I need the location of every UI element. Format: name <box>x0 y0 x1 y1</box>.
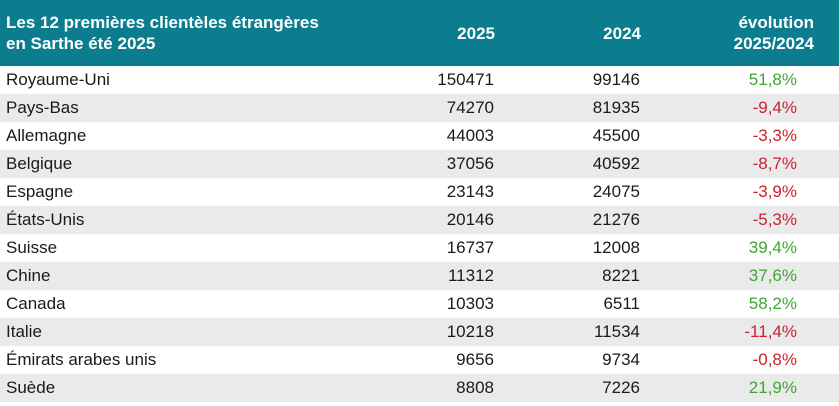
evolution-header-line1: évolution <box>738 13 814 32</box>
value-2025-cell: 11312 <box>447 266 494 285</box>
evolution-header-line2: 2025/2024 <box>733 34 814 53</box>
evolution-cell: -5,3% <box>752 210 797 229</box>
evolution-cell: 58,2% <box>748 294 797 313</box>
table-row: Chine 11312 8221 37,6% <box>0 262 839 290</box>
table-row: Canada 10303 6511 58,2% <box>0 290 839 318</box>
table-row: États-Unis 20146 21276 -5,3% <box>0 206 839 234</box>
value-2024-cell: 81935 <box>592 98 640 117</box>
value-2024-cell: 45500 <box>592 126 640 145</box>
evolution-cell: -11,4% <box>744 322 797 341</box>
country-cell: Émirats arabes unis <box>6 350 157 369</box>
header-row: Les 12 premières clientèles étrangères e… <box>0 0 839 66</box>
country-cell: Belgique <box>6 154 73 173</box>
value-2025-cell: 16737 <box>446 238 494 257</box>
evolution-cell: 39,4% <box>748 238 797 257</box>
value-2025-cell: 37056 <box>446 154 494 173</box>
country-cell: Espagne <box>6 182 74 201</box>
value-2025-cell: 9656 <box>456 350 494 369</box>
value-2025-cell: 44003 <box>446 126 494 145</box>
table-row: Allemagne 44003 45500 -3,3% <box>0 122 839 150</box>
evolution-cell: -9,4% <box>752 98 797 117</box>
value-2025-cell: 8808 <box>456 378 494 397</box>
value-2025-cell: 10303 <box>446 294 494 313</box>
evolution-cell: -3,9% <box>752 182 797 201</box>
table-row: Belgique 37056 40592 -8,7% <box>0 150 839 178</box>
table-row: Émirats arabes unis 9656 9734 -0,8% <box>0 346 839 374</box>
value-2024-cell: 9734 <box>602 350 640 369</box>
evolution-cell: -8,7% <box>752 154 797 173</box>
table-row: Espagne 23143 24075 -3,9% <box>0 178 839 206</box>
column-header-2025: 2025 <box>457 23 495 43</box>
table-row: Pays-Bas 74270 81935 -9,4% <box>0 94 839 122</box>
country-cell: Suède <box>6 378 56 397</box>
value-2024-cell: 99146 <box>592 70 640 89</box>
value-2025-cell: 10218 <box>446 322 494 341</box>
column-header-2024: 2024 <box>603 23 641 43</box>
table-title: Les 12 premières clientèles étrangères e… <box>0 0 372 66</box>
evolution-cell: 37,6% <box>748 266 797 285</box>
value-2024-cell: 40592 <box>592 154 640 173</box>
country-cell: Chine <box>6 266 51 285</box>
table-title-line1: Les 12 premières clientèles étrangères <box>6 13 319 32</box>
evolution-cell: 51,8% <box>748 70 797 89</box>
table-row: Italie 10218 11534 -11,4% <box>0 318 839 346</box>
country-cell: Allemagne <box>6 126 87 145</box>
value-2024-cell: 21276 <box>592 210 640 229</box>
column-header-evolution: évolution 2025/2024 <box>695 0 839 66</box>
table-title-line2: en Sarthe été 2025 <box>6 34 156 53</box>
evolution-cell: -0,8% <box>752 350 797 369</box>
table-row: Royaume-Uni 150471 99146 51,8% <box>0 66 839 94</box>
value-2025-cell: 150471 <box>437 70 494 89</box>
value-2024-cell: 6511 <box>603 294 640 313</box>
table-header: Les 12 premières clientèles étrangères e… <box>0 0 839 66</box>
evolution-cell: -3,3% <box>752 126 797 145</box>
country-cell: États-Unis <box>6 210 85 229</box>
table-row: Suède 8808 7226 21,9% <box>0 374 839 402</box>
value-2025-cell: 74270 <box>446 98 494 117</box>
country-cell: Italie <box>6 322 42 341</box>
country-cell: Canada <box>6 294 66 313</box>
value-2024-cell: 12008 <box>592 238 640 257</box>
country-cell: Royaume-Uni <box>6 70 110 89</box>
country-cell: Pays-Bas <box>6 98 79 117</box>
evolution-cell: 21,9% <box>748 378 797 397</box>
value-2025-cell: 20146 <box>446 210 494 229</box>
value-2024-cell: 7226 <box>602 378 640 397</box>
value-2024-cell: 24075 <box>592 182 640 201</box>
value-2024-cell: 8221 <box>602 266 640 285</box>
table-row: Suisse 16737 12008 39,4% <box>0 234 839 262</box>
value-2024-cell: 11534 <box>593 322 640 341</box>
table-body: Royaume-Uni 150471 99146 51,8% Pays-Bas 74270… <box>0 66 839 402</box>
country-cell: Suisse <box>6 238 58 257</box>
value-2025-cell: 23143 <box>446 182 494 201</box>
